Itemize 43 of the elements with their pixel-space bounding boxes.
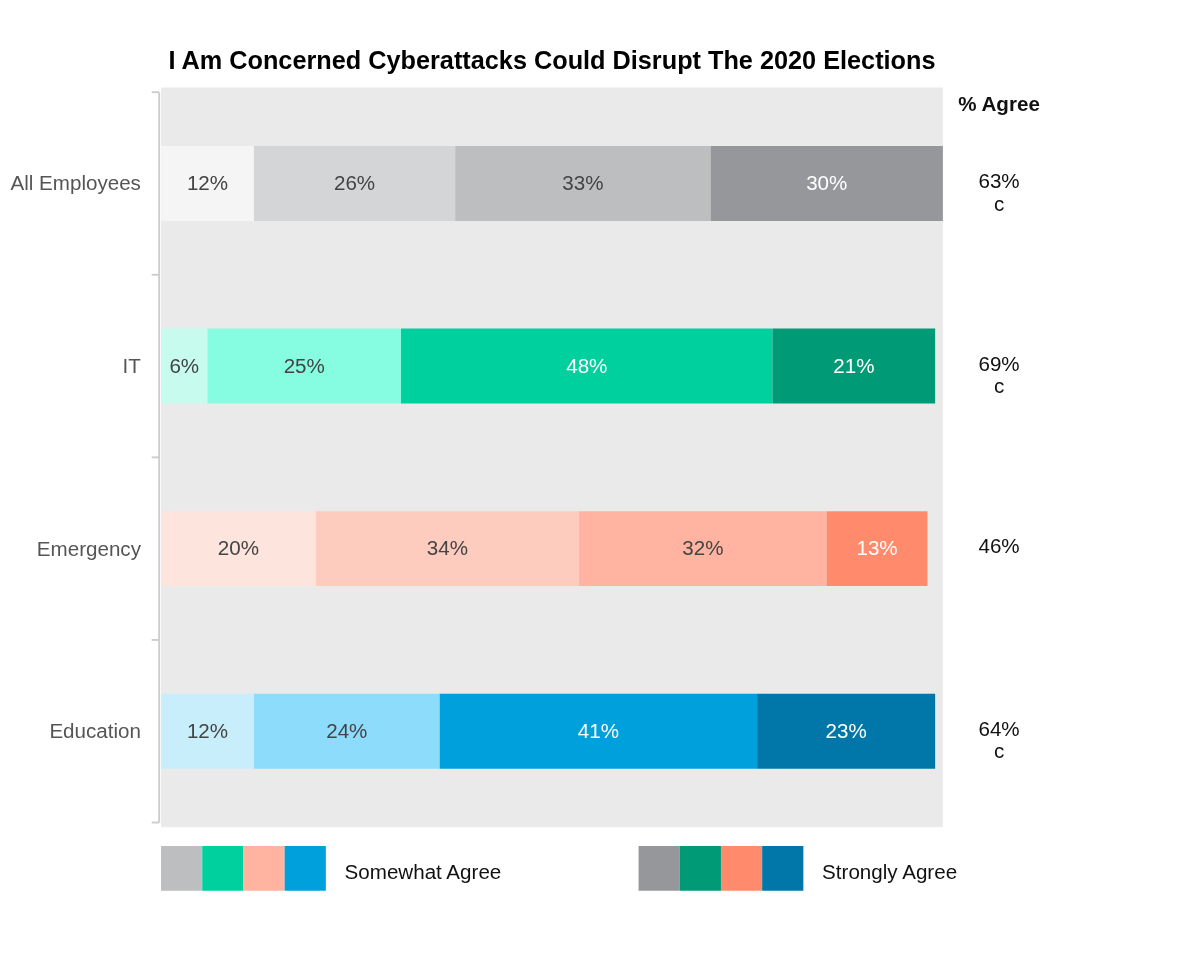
data-label: 25% <box>283 353 325 377</box>
bar <box>710 146 943 221</box>
data-label: 6% <box>169 353 200 377</box>
text: 46% <box>978 534 1020 558</box>
bar <box>161 693 254 769</box>
data-label: 34% <box>426 536 469 560</box>
data-label: 48% <box>566 353 608 377</box>
data-label: 12% <box>186 718 229 742</box>
bar <box>826 511 928 587</box>
data-label: 33% <box>562 171 604 195</box>
y-tick-label: All Employees <box>10 171 141 195</box>
data-label: 13% <box>856 536 898 560</box>
data-label: 12% <box>186 171 229 195</box>
data-label: 20% <box>217 536 260 560</box>
bar <box>772 328 936 404</box>
y-tick-label: Education <box>49 719 141 743</box>
data-label: 23% <box>825 718 867 742</box>
bar <box>315 511 580 587</box>
legend-label: Somewhat Agree <box>344 859 502 883</box>
data-label: 21% <box>833 353 875 377</box>
chart-title: I Am Concerned Cyberattacks Could Disrupt The 2020 Elections <box>168 45 936 74</box>
bar <box>401 328 773 404</box>
bar <box>579 511 827 587</box>
y-tick-label: IT <box>122 354 142 378</box>
bar <box>757 693 936 769</box>
text: 64% c <box>978 716 1020 763</box>
data-label: 26% <box>333 171 376 195</box>
data-label: 30% <box>806 171 848 195</box>
text: 69% c <box>978 351 1020 398</box>
bar <box>253 693 440 769</box>
y-tick-label: Emergency <box>36 536 142 560</box>
data-label: 32% <box>682 536 724 560</box>
bar <box>207 328 402 404</box>
bar <box>455 146 711 221</box>
text: 63% c <box>978 169 1020 215</box>
legend-label: Strongly Agree <box>822 859 958 883</box>
bar <box>161 511 316 587</box>
text: % Agree <box>958 91 1040 115</box>
bar <box>439 693 758 769</box>
data-label: 41% <box>577 718 619 742</box>
bar <box>161 328 208 404</box>
data-label: 24% <box>326 718 368 742</box>
bar <box>253 146 456 221</box>
